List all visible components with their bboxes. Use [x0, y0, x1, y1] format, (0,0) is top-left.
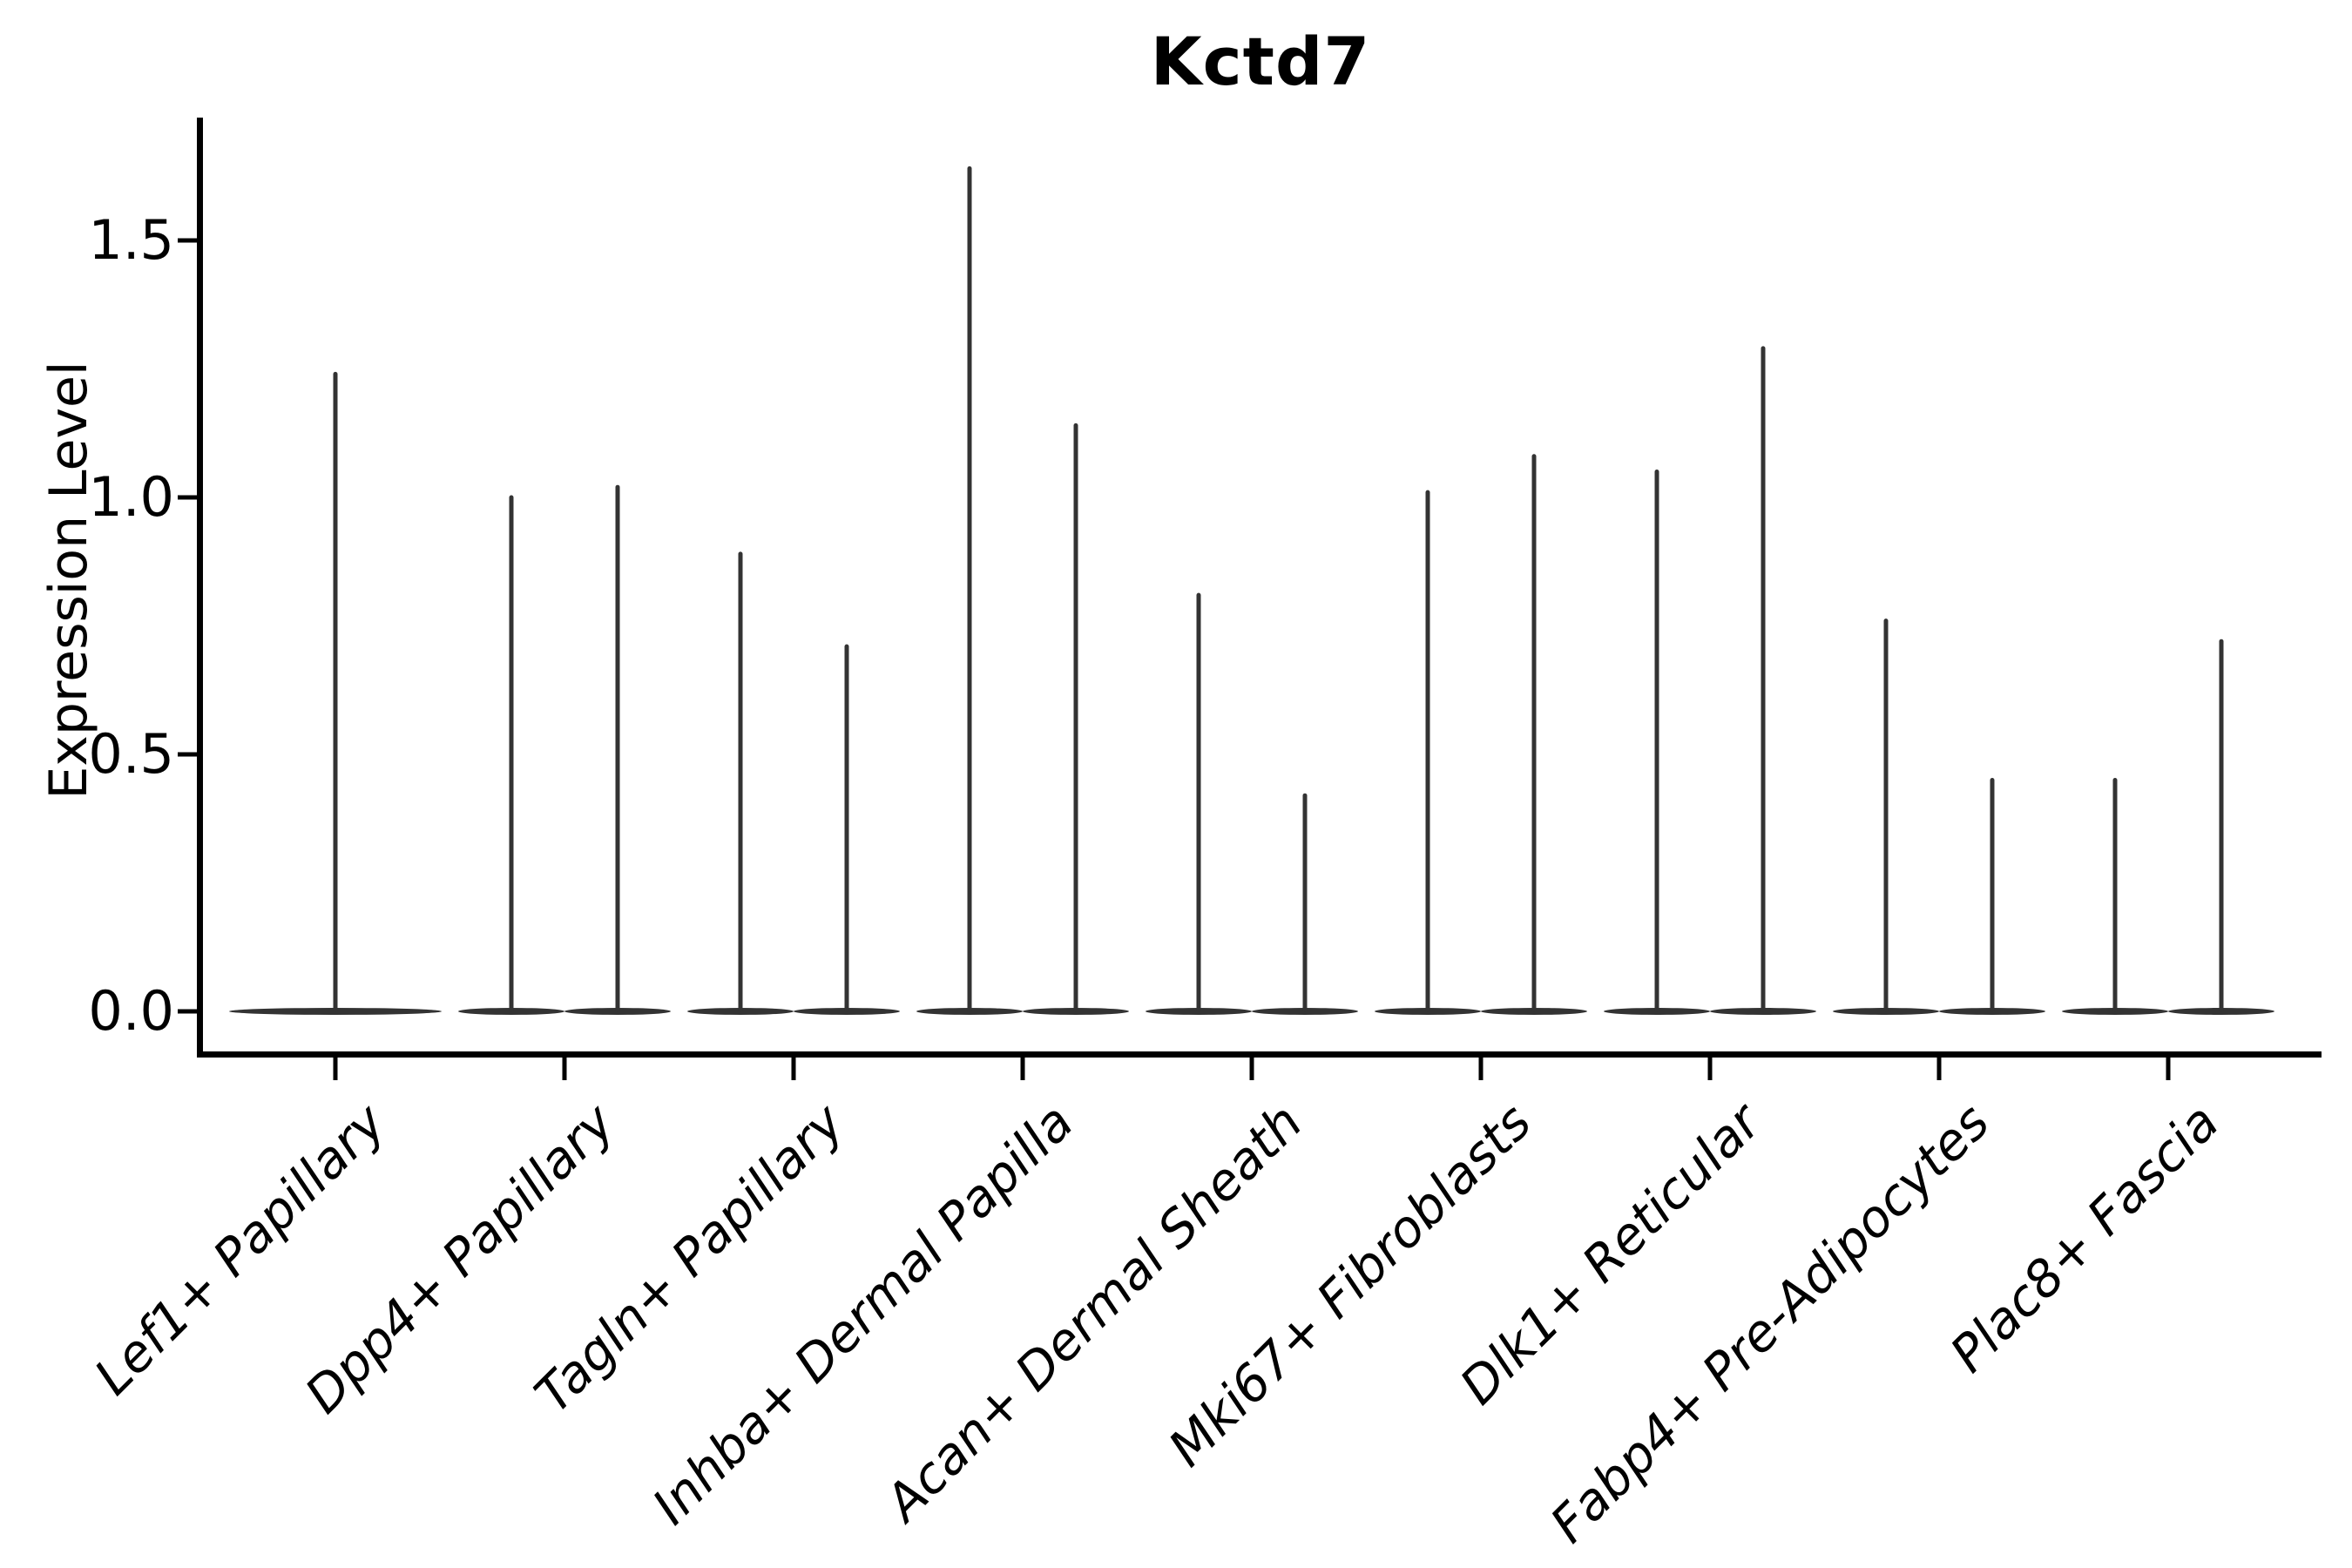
y-tick-label: 0.0: [88, 979, 174, 1043]
y-tick-label: 1.0: [88, 465, 174, 529]
y-tick-label: 1.5: [88, 208, 174, 272]
y-tick-label: 0.5: [88, 722, 174, 786]
chart-title: Kctd7: [1150, 23, 1371, 100]
